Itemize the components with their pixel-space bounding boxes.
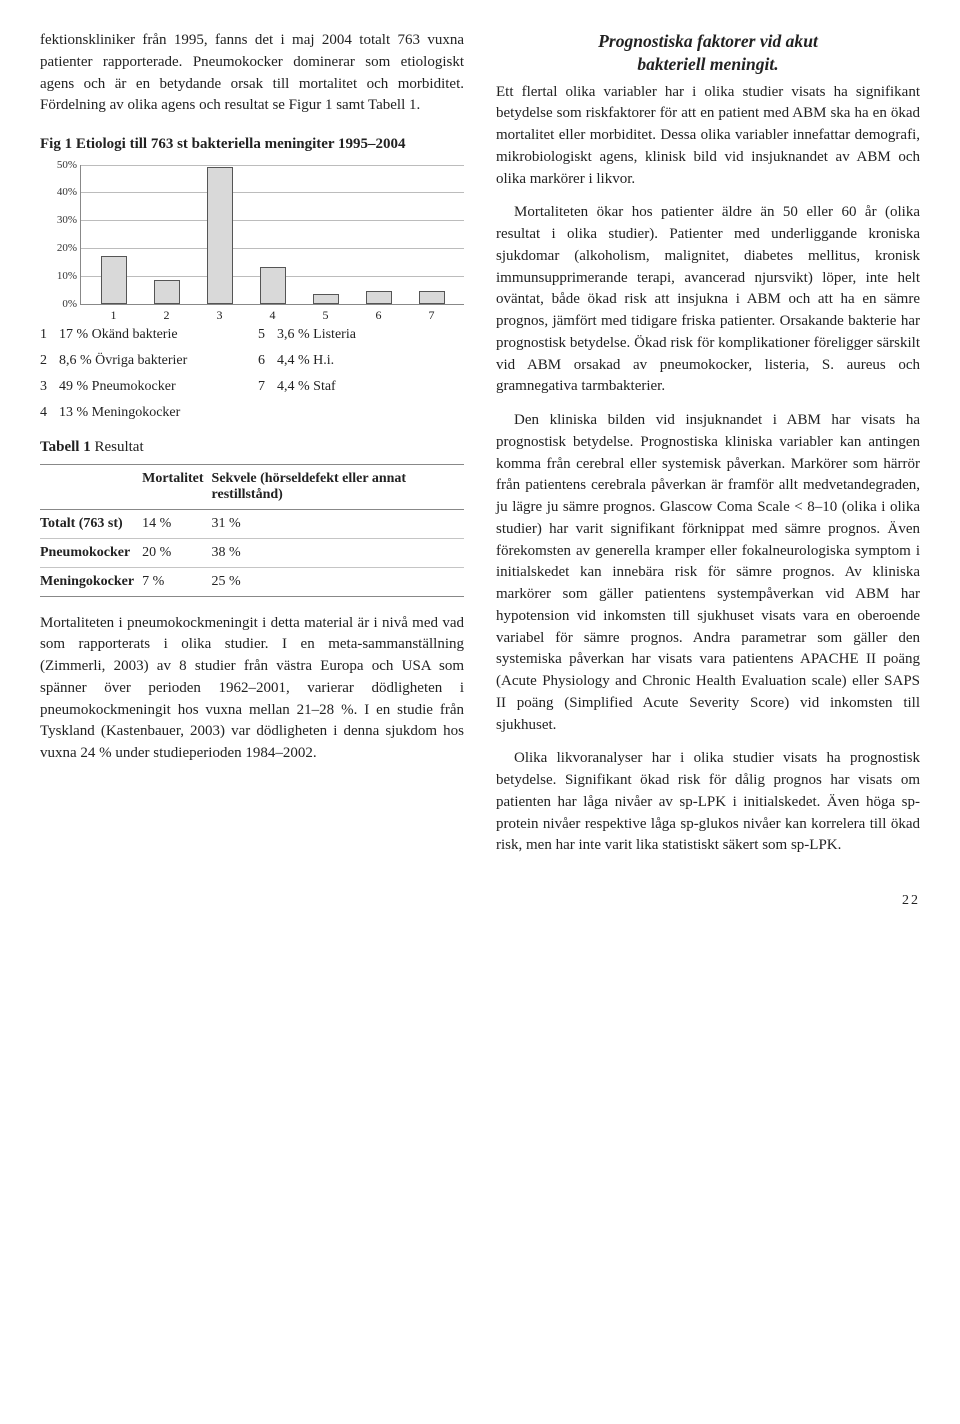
- table-row: Meningokocker7 %25 %: [40, 567, 464, 596]
- chart-y-label: 10%: [43, 270, 77, 282]
- legend-num: 6: [258, 353, 265, 369]
- table-row: Totalt (763 st)14 %31 %: [40, 509, 464, 538]
- chart-x-label: 6: [376, 308, 382, 323]
- table-header-cell: Mortalitet: [142, 464, 211, 509]
- legend-text: [277, 405, 464, 421]
- right-p4: Olika likvoranalyser har i olika studier…: [496, 748, 920, 857]
- legend-text: 4,4 % H.i.: [277, 353, 464, 369]
- chart-y-label: 0%: [43, 298, 77, 310]
- chart-bar: [366, 291, 392, 303]
- table-1-title: Tabell 1 Resultat: [40, 439, 464, 456]
- page-number: 22: [40, 893, 920, 909]
- chart-bar: [101, 256, 127, 303]
- right-p1: Ett flertal olika variabler har i olika …: [496, 82, 920, 191]
- legend-text: 17 % Okänd bakterie: [59, 327, 246, 343]
- table-1-label: Tabell 1: [40, 439, 91, 455]
- figure-1-legend: 1 17 % Okänd bakterie 5 3,6 % Listeria 2 8,6 …: [40, 327, 464, 421]
- heading-line-2: bakteriell meningit.: [637, 54, 778, 74]
- chart-bar: [419, 291, 445, 303]
- chart-y-label: 20%: [43, 242, 77, 254]
- legend-num: 3: [40, 379, 47, 395]
- figure-1-title: Fig 1 Etiologi till 763 st bakteriella m…: [40, 135, 464, 155]
- legend-num: 7: [258, 379, 265, 395]
- section-heading: Prognostiska faktorer vid akut bakteriel…: [496, 30, 920, 76]
- right-column: Prognostiska faktorer vid akut bakteriel…: [496, 30, 920, 869]
- legend-text: 49 % Pneumokocker: [59, 379, 246, 395]
- table-cell: 20 %: [142, 538, 211, 567]
- legend-num: 4: [40, 405, 47, 421]
- legend-num: 5: [258, 327, 265, 343]
- table-cell: 14 %: [142, 509, 211, 538]
- chart-y-label: 50%: [43, 159, 77, 171]
- table-cell: 38 %: [212, 538, 464, 567]
- table-cell: Meningokocker: [40, 567, 142, 596]
- chart-y-label: 40%: [43, 186, 77, 198]
- table-cell: 31 %: [212, 509, 464, 538]
- legend-text: 3,6 % Listeria: [277, 327, 464, 343]
- table-header-cell: Sekvele (hörseldefekt eller annat restil…: [212, 464, 464, 509]
- legend-text: 8,6 % Övriga bakterier: [59, 353, 246, 369]
- figure-1-chart: 0%10%20%30%40%50%1234567: [40, 165, 464, 305]
- legend-num: 2: [40, 353, 47, 369]
- table-cell: 7 %: [142, 567, 211, 596]
- figure-1-caption: Etiologi till 763 st bakteriella meningi…: [72, 136, 405, 152]
- legend-text: 13 % Meningokocker: [59, 405, 246, 421]
- legend-text: 4,4 % Staf: [277, 379, 464, 395]
- chart-bar: [154, 280, 180, 304]
- chart-x-label: 1: [111, 308, 117, 323]
- table-header-cell: [40, 464, 142, 509]
- right-p3: Den kliniska bilden vid insjuknandet i A…: [496, 410, 920, 736]
- legend-num: [258, 405, 265, 421]
- chart-x-label: 7: [429, 308, 435, 323]
- legend-num: 1: [40, 327, 47, 343]
- right-p2: Mortaliteten ökar hos patienter äldre än…: [496, 202, 920, 398]
- chart-bar: [313, 294, 339, 304]
- chart-x-label: 5: [323, 308, 329, 323]
- table-cell: Totalt (763 st): [40, 509, 142, 538]
- mortality-paragraph: Mortaliteten i pneumokockmeningit i dett…: [40, 613, 464, 765]
- chart-bar: [260, 267, 286, 303]
- chart-y-label: 30%: [43, 214, 77, 226]
- table-1-caption: Resultat: [91, 439, 144, 455]
- chart-x-label: 3: [217, 308, 223, 323]
- table-cell: 25 %: [212, 567, 464, 596]
- left-column: fektionskliniker från 1995, fanns det i …: [40, 30, 464, 869]
- intro-paragraph: fektionskliniker från 1995, fanns det i …: [40, 30, 464, 117]
- figure-1-label: Fig 1: [40, 136, 72, 152]
- chart-bar: [207, 167, 233, 303]
- table-cell: Pneumokocker: [40, 538, 142, 567]
- chart-x-label: 4: [270, 308, 276, 323]
- table-1: MortalitetSekvele (hörseldefekt eller an…: [40, 464, 464, 597]
- table-row: Pneumokocker20 %38 %: [40, 538, 464, 567]
- chart-x-label: 2: [164, 308, 170, 323]
- heading-line-1: Prognostiska faktorer vid akut: [598, 31, 818, 51]
